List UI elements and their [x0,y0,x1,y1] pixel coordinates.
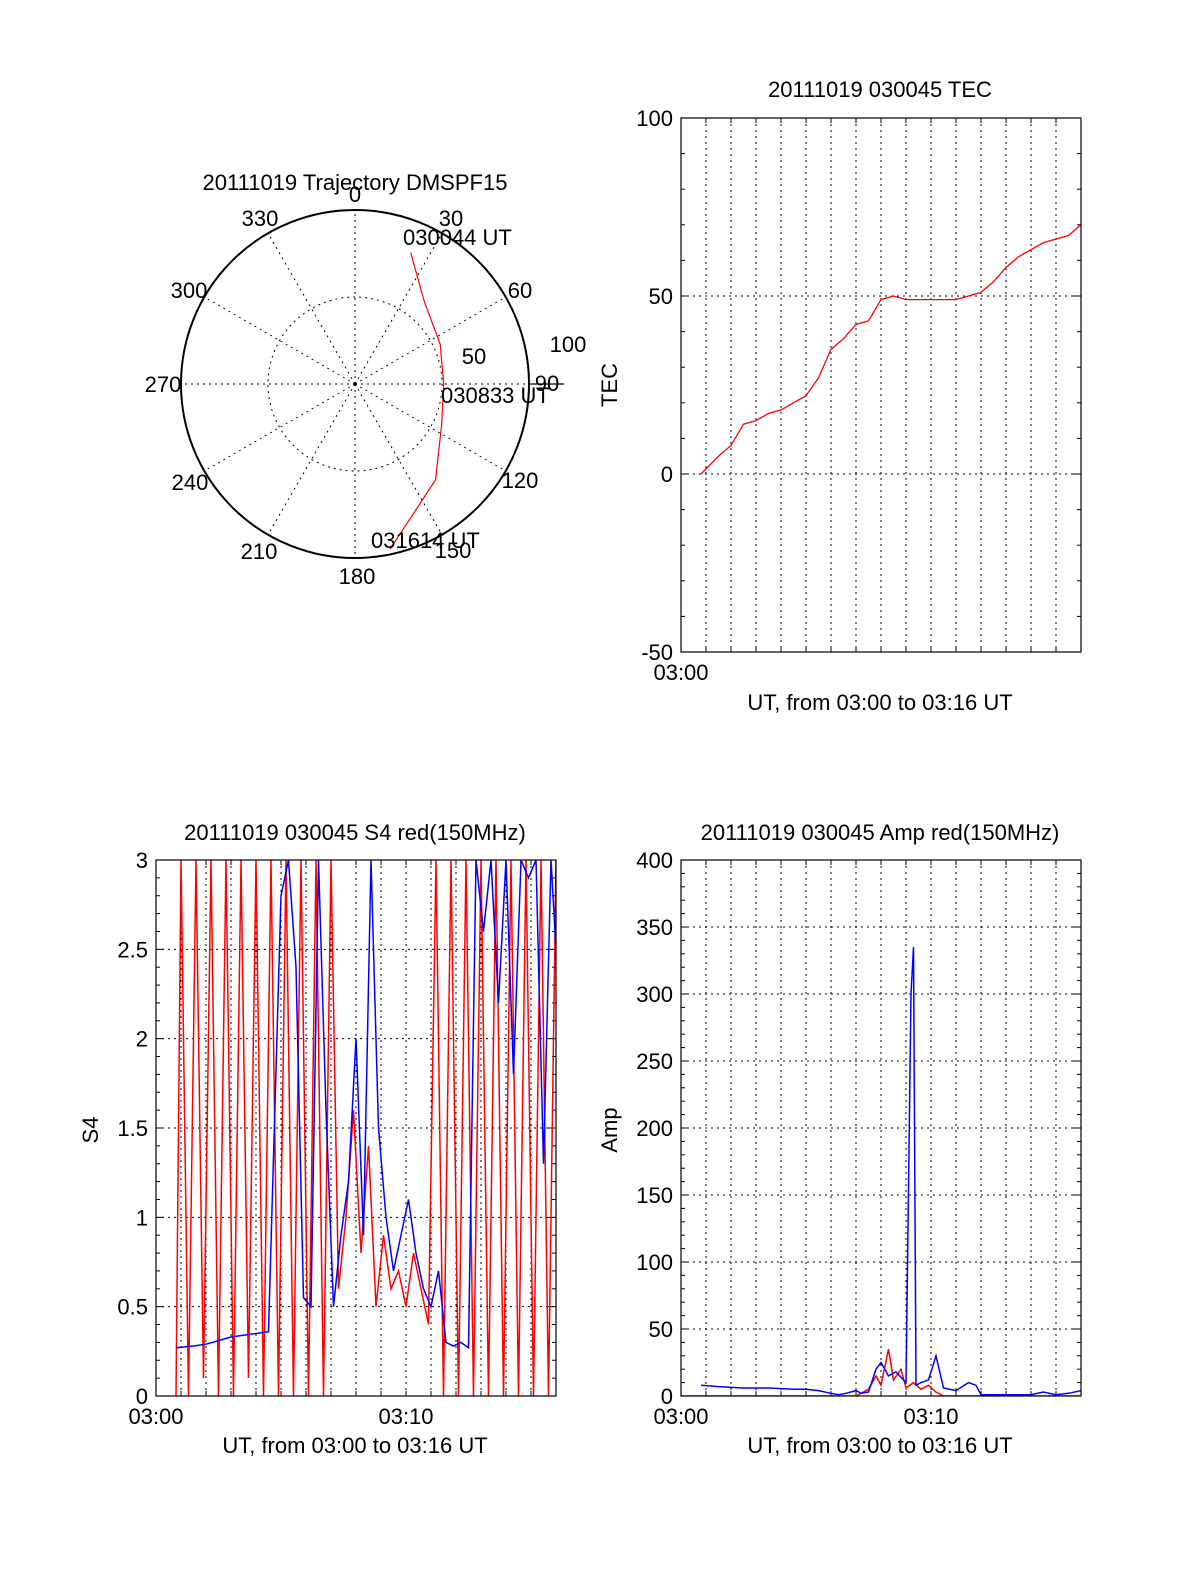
polar-trajectory-line [389,252,445,550]
polar-spoke-120 [354,383,506,472]
polar-angle-label-330: 330 [242,206,279,231]
ytick-label: 0.5 [117,1295,148,1320]
ytick-label: 2.5 [117,937,148,962]
ytick-label: 1.5 [117,1116,148,1141]
polar-trajectory-panel: 20111019 Trajectory DMSPF15 0 30 60 90 120 15… [145,170,587,589]
ytick-label: 0 [136,1384,148,1409]
ytick-label: 3 [136,848,148,873]
series-line-1 [700,947,1081,1396]
xtick-label: 03:00 [653,660,708,685]
polar-spoke-30 [354,233,443,385]
ytick-label: 350 [636,915,673,940]
tec-xlabel: UT, from 03:00 to 03:16 UT [747,690,1012,715]
xtick-label: 03:00 [128,1404,183,1429]
ytick-label: 300 [636,982,673,1007]
ytick-label: 150 [636,1183,673,1208]
polar-spoke-330 [267,233,356,385]
polar-ring-50 [267,296,443,472]
plot-frame [680,117,1082,653]
ytick-label: 0 [661,462,673,487]
plot-frame [680,859,1082,1397]
xtick-label: 03:00 [653,1404,708,1429]
polar-spoke-210 [267,383,356,535]
polar-angle-label-270: 270 [145,372,182,397]
s4-panel: 20111019 030045 S4 red(150MHz) S4 UT, fr… [78,820,557,1458]
polar-radial-labels: 50 100 [462,332,587,369]
amp-panel: 20111019 030045 Amp red(150MHz) Amp UT, … [597,820,1082,1458]
s4-xlabel: UT, from 03:00 to 03:16 UT [222,1433,487,1458]
ytick-label: -50 [641,640,673,665]
tec-plot-area: -50 0 50 100 03:00 [636,106,1082,685]
polar-grid [180,209,564,559]
polar-title: 20111019 Trajectory DMSPF15 [203,170,508,195]
s4-ylabel: S4 [78,1117,103,1144]
ytick-label: 2 [136,1027,148,1052]
polar-angle-label-30: 30 [439,206,463,231]
polar-spoke-60 [354,296,506,385]
polar-angle-label-150: 150 [435,538,472,563]
ytick-label: 1 [136,1205,148,1230]
polar-angle-label-0: 0 [349,182,361,207]
s4-plot-area: 0 0.5 1 1.5 2 2.5 3 03:00 03:10 [117,848,557,1429]
amp-xlabel: UT, from 03:00 to 03:16 UT [747,1433,1012,1458]
trajectory-mid-annotation: 030833 UT [441,383,550,408]
tec-ylabel: TEC [597,363,622,407]
xtick-label: 03:10 [378,1404,433,1429]
polar-angle-label-120: 120 [502,468,539,493]
amp-title: 20111019 030045 Amp red(150MHz) [701,820,1060,845]
plot-frame [155,859,557,1397]
amp-ylabel: Amp [597,1107,622,1152]
ytick-label: 200 [636,1116,673,1141]
trajectory-end-annotation: 031614 UT [371,528,480,553]
series-line-1 [175,860,556,1350]
polar-trajectory-series [389,252,445,550]
polar-spoke-300 [204,296,356,385]
xtick-label: 03:10 [903,1404,958,1429]
polar-angle-label-180: 180 [339,564,376,589]
polar-angle-label-60: 60 [508,278,532,303]
polar-spoke-150 [354,383,443,535]
ytick-label: 100 [636,1250,673,1275]
polar-spoke-240 [204,383,356,472]
series-line-0 [700,224,1081,475]
polar-angle-label-210: 210 [241,539,278,564]
polar-angle-label-240: 240 [172,470,209,495]
polar-angle-labels: 0 30 60 90 120 150 180 210 240 270 300 330 [145,182,560,589]
trajectory-start-annotation: 030044 UT [403,225,512,250]
ytick-label: 0 [661,1384,673,1409]
ytick-label: 100 [636,106,673,131]
polar-radial-label-100: 100 [550,332,587,357]
ytick-label: 50 [649,1317,673,1342]
polar-angle-label-90: 90 [535,371,559,396]
amp-plot-area: 0 50 100 150 200 250 300 350 400 03:00 03:10 [636,848,1082,1429]
s4-title: 20111019 030045 S4 red(150MHz) [184,820,526,845]
ytick-label: 250 [636,1049,673,1074]
polar-angle-label-300: 300 [171,278,208,303]
ytick-label: 400 [636,848,673,873]
polar-radial-label-50: 50 [462,344,486,369]
ytick-label: 50 [649,284,673,309]
tec-title: 20111019 030045 TEC [768,77,992,102]
tec-panel: 20111019 030045 TEC TEC UT, from 03:00 t… [597,77,1082,715]
